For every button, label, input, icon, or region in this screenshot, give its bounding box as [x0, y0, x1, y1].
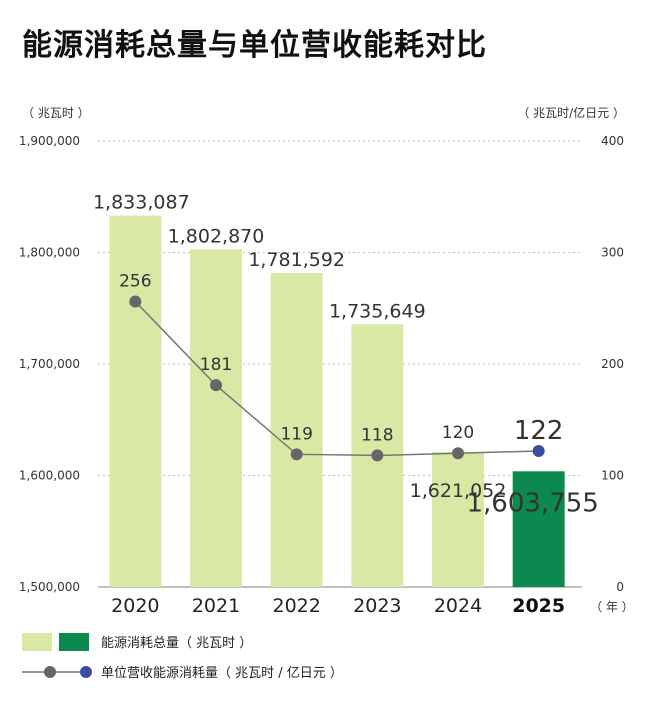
left-tick-label: 1,700,000	[19, 357, 80, 371]
x-tick-label: 2022	[272, 595, 320, 617]
right-tick-label: 300	[601, 246, 624, 260]
right-tick-label: 100	[601, 469, 624, 483]
bar	[270, 273, 323, 587]
bar	[432, 452, 484, 587]
left-axis-unit: （ 兆瓦时 ）	[22, 106, 90, 120]
left-tick-label: 1,500,000	[19, 580, 80, 594]
line-point	[210, 379, 222, 392]
line-data-label: 181	[200, 355, 232, 375]
x-tick-label: 2025	[512, 595, 565, 617]
x-tick-label: 2021	[192, 595, 240, 617]
legend-bar-swatch	[22, 633, 52, 651]
line-data-label: 256	[119, 272, 151, 292]
chart-title: 能源消耗总量与单位营收能耗对比	[22, 28, 487, 63]
line-path	[134, 301, 539, 457]
legend-line-marker-highlight	[80, 666, 92, 678]
right-tick-label: 200	[601, 357, 624, 371]
legend: 能源消耗总量（ 兆瓦时 ） 单位营收能源消耗量（ 兆瓦时 / 亿日元 ）	[22, 633, 343, 681]
bar-data-label: 1,781,592	[248, 249, 345, 271]
legend-bar-label: 能源消耗总量（ 兆瓦时 ）	[101, 636, 252, 651]
x-tick-label: 2020	[111, 595, 159, 617]
left-tick-label: 1,900,000	[19, 134, 80, 148]
line-point	[129, 295, 142, 308]
x-axis-unit: （ 年 ）	[590, 600, 634, 614]
line-point	[452, 447, 464, 460]
right-axis: 0 100 200 300 400	[601, 134, 624, 594]
right-tick-label: 400	[601, 134, 624, 148]
right-tick-label: 0	[616, 580, 624, 594]
line-data-label: 118	[361, 425, 393, 445]
x-tick-label: 2023	[353, 595, 401, 617]
bar-data-label: 1,603,755	[467, 488, 599, 518]
left-axis: 1,500,000 1,600,000 1,700,000 1,800,000 1,90…	[19, 134, 80, 594]
left-tick-label: 1,800,000	[19, 246, 80, 260]
bar-data-label: 1,802,870	[168, 225, 265, 247]
line-data-label: 120	[442, 423, 474, 443]
bar-data-label: 1,833,087	[93, 192, 190, 214]
line-data-label: 122	[514, 416, 564, 446]
bar-data-label: 1,621,052	[410, 480, 507, 502]
bar	[190, 249, 242, 587]
bar	[109, 215, 162, 587]
line-point	[371, 449, 384, 462]
line-series: 256 181 119 118 120 122	[119, 272, 563, 462]
legend-line-label: 单位营收能源消耗量（ 兆瓦时 / 亿日元 ）	[101, 666, 343, 681]
left-tick-label: 1,600,000	[19, 469, 80, 483]
line-data-label: 119	[280, 424, 312, 444]
x-tick-label: 2024	[434, 595, 482, 617]
bar-data-label: 1,735,649	[329, 300, 426, 322]
legend-line-marker	[44, 666, 56, 678]
line-point	[532, 444, 545, 457]
line-point	[290, 448, 303, 461]
x-axis: 2020 2021 2022 2023 2024 2025	[111, 595, 565, 617]
right-axis-unit: （ 兆瓦时/亿日元 ）	[517, 105, 625, 120]
legend-bar-swatch-highlight	[59, 633, 89, 651]
bar	[512, 471, 565, 587]
gridlines	[98, 140, 582, 588]
